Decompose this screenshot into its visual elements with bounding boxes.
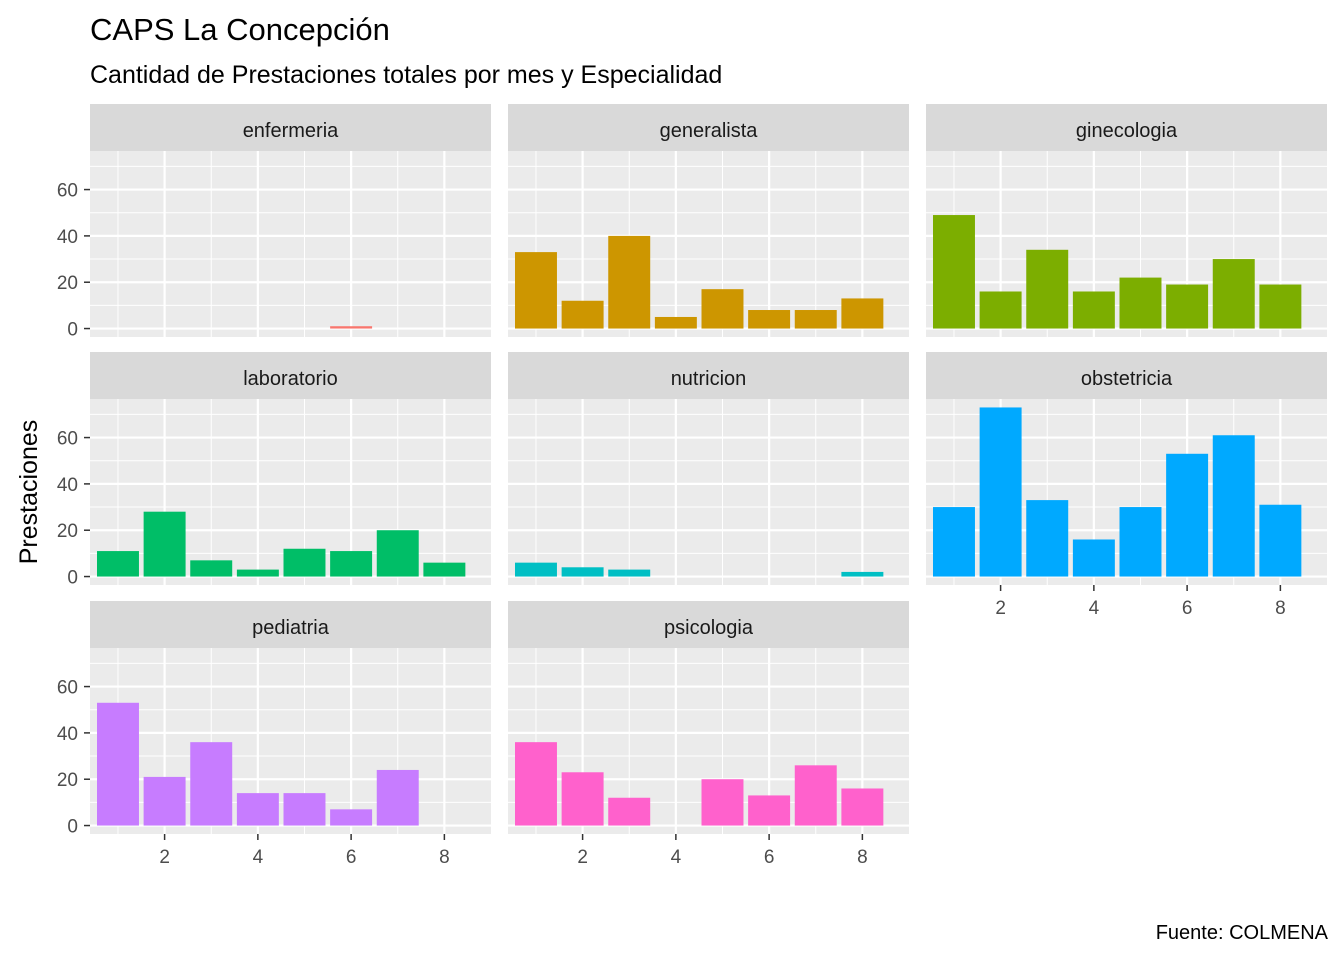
facet-strip [90,352,491,399]
x-tick-label: 8 [439,847,450,868]
x-tick-label: 4 [671,847,682,868]
x-tick-label: 6 [1182,598,1193,619]
x-tick-label: 8 [1275,598,1286,619]
facet-label: pediatria [252,617,330,639]
bar [1026,249,1069,329]
bar [561,300,604,329]
bar [561,772,604,826]
bar [1072,291,1115,329]
bar [841,571,884,577]
bar [1212,435,1255,577]
facet-label: generalista [660,120,759,142]
y-tick-label: 20 [57,521,78,542]
bar [1166,284,1209,329]
bar [701,779,744,826]
bar [376,530,419,577]
x-tick-label: 4 [253,847,264,868]
bar [423,562,466,577]
bar [561,567,604,577]
bar [1026,500,1069,577]
bar [376,769,419,826]
bar [1072,539,1115,577]
facet-strip [508,104,909,151]
y-tick-label: 20 [57,273,78,294]
bar [654,316,697,329]
x-tick-label: 2 [577,847,588,868]
y-tick-label: 60 [57,678,78,699]
bar [841,298,884,329]
bar [514,742,557,826]
bar [932,215,975,329]
bar [330,809,373,826]
facet-label: nutricion [671,368,747,390]
bar [330,326,373,329]
bar [841,788,884,826]
bar [1212,259,1255,329]
x-tick-label: 6 [764,847,775,868]
chart-title: CAPS La Concepción [90,12,390,47]
y-tick-label: 0 [67,320,78,341]
bar [1119,277,1162,329]
y-tick-label: 60 [57,429,78,450]
facet-strip [926,352,1327,399]
bar [1259,504,1302,577]
facet-strip [926,104,1327,151]
bar [143,776,186,826]
panel-background [90,151,491,337]
facet-label: enfermeria [243,120,339,142]
bar [748,795,791,826]
facet-strip [90,601,491,648]
facet-strip [508,601,909,648]
bar [608,235,651,329]
bar [236,793,279,826]
chart-subtitle: Cantidad de Prestaciones totales por mes… [90,61,723,89]
bar [236,569,279,577]
bar [979,291,1022,329]
bar [330,551,373,577]
y-tick-label: 20 [57,770,78,791]
bar [794,765,837,826]
bar [96,551,139,577]
chart-caption: Fuente: COLMENA [1155,922,1328,944]
bar [283,793,326,826]
facet-strip [90,104,491,151]
bar [283,548,326,577]
bar [608,569,651,577]
bar [608,797,651,826]
bar [190,742,233,826]
bar [96,702,139,826]
bar [748,310,791,329]
y-tick-label: 0 [67,568,78,589]
y-tick-label: 60 [57,181,78,202]
x-tick-label: 6 [346,847,357,868]
bar [190,560,233,577]
bar [143,511,186,577]
x-tick-label: 2 [995,598,1006,619]
facet-label: laboratorio [243,368,338,390]
y-tick-label: 40 [57,475,78,496]
bar [979,407,1022,577]
bar [932,507,975,577]
x-tick-label: 4 [1089,598,1100,619]
bar [1119,507,1162,577]
y-tick-label: 40 [57,227,78,248]
bar [1259,284,1302,329]
x-tick-label: 2 [159,847,170,868]
facet-label: ginecologia [1076,120,1178,142]
y-tick-label: 40 [57,724,78,745]
y-tick-label: 0 [67,817,78,838]
bar [514,252,557,329]
facet-strip [508,352,909,399]
bar [701,289,744,329]
y-axis-title: Prestaciones [15,420,43,565]
panel-background [508,399,909,585]
bar [1166,453,1209,577]
bar [794,310,837,329]
facet-label: obstetricia [1081,368,1173,390]
x-tick-label: 8 [857,847,868,868]
facet-label: psicologia [664,617,754,639]
bar [514,562,557,577]
